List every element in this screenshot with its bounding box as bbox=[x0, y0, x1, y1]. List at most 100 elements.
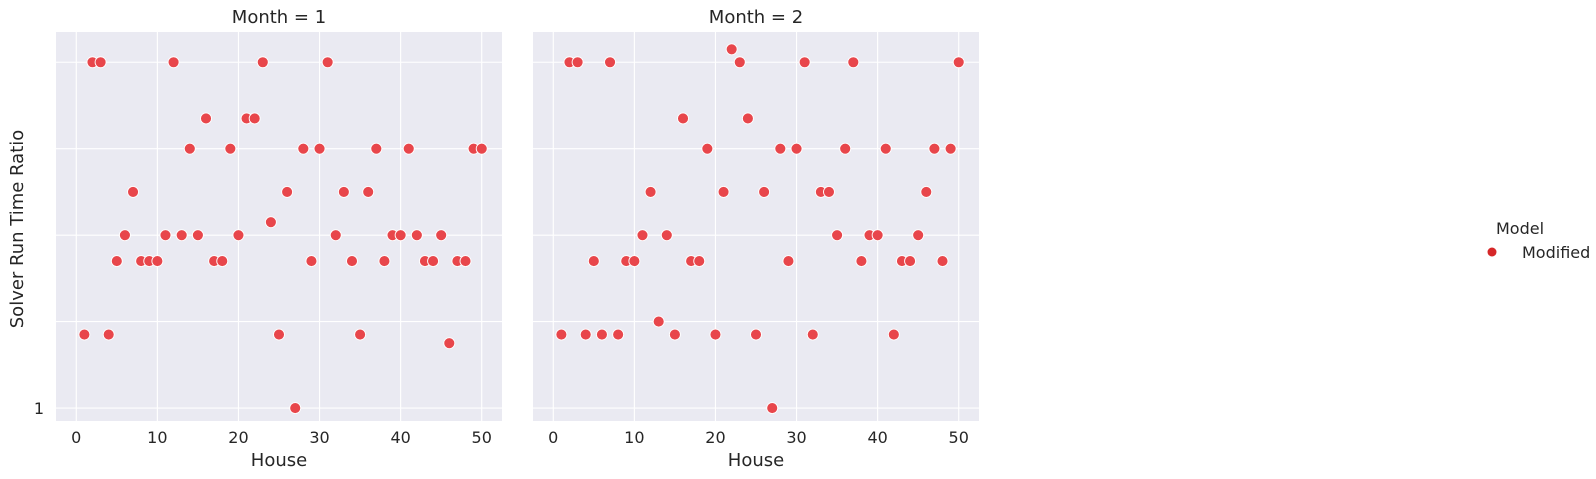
data-point bbox=[110, 255, 123, 268]
legend-marker bbox=[1487, 247, 1497, 257]
data-point bbox=[677, 112, 689, 125]
data-point bbox=[183, 142, 196, 155]
data-point bbox=[644, 185, 657, 198]
data-point bbox=[370, 142, 383, 155]
data-point bbox=[612, 328, 625, 341]
data-point bbox=[191, 229, 204, 242]
data-point bbox=[394, 229, 407, 242]
x-tick-label: 20 bbox=[228, 428, 248, 447]
data-point bbox=[725, 43, 738, 56]
data-point bbox=[693, 255, 706, 268]
data-point bbox=[847, 56, 860, 69]
data-point bbox=[402, 142, 415, 155]
data-point bbox=[175, 229, 188, 242]
data-point bbox=[798, 56, 811, 69]
data-point bbox=[256, 56, 269, 69]
data-point bbox=[78, 328, 91, 341]
x-axis-label: House bbox=[728, 450, 784, 471]
y-tick-labels: 1 bbox=[34, 399, 44, 418]
data-point bbox=[200, 112, 212, 125]
data-point bbox=[459, 255, 472, 268]
panel-title: Month = 2 bbox=[709, 7, 803, 28]
data-point bbox=[289, 402, 302, 414]
data-point bbox=[871, 229, 884, 242]
data-point bbox=[831, 229, 844, 242]
panel-title: Month = 1 bbox=[232, 7, 326, 28]
data-point bbox=[839, 142, 852, 155]
x-tick-label: 10 bbox=[147, 428, 167, 447]
data-point bbox=[337, 185, 350, 198]
data-point bbox=[475, 142, 488, 155]
data-point bbox=[920, 185, 933, 198]
x-tick-label: 30 bbox=[786, 428, 806, 447]
x-tick-label: 40 bbox=[390, 428, 410, 447]
data-point bbox=[717, 185, 730, 198]
legend-label: Modified bbox=[1522, 243, 1590, 262]
data-point bbox=[273, 328, 285, 341]
data-point bbox=[628, 255, 641, 268]
x-axis-label: House bbox=[251, 450, 307, 471]
data-point bbox=[928, 142, 941, 155]
legend: Model Modified bbox=[1487, 219, 1590, 262]
data-point bbox=[936, 255, 949, 268]
data-point bbox=[652, 315, 665, 328]
y-tick-label: 1 bbox=[34, 399, 44, 418]
data-point bbox=[604, 56, 616, 69]
panel-1: 0 10 20 30 40 50 1 Month = 1 House bbox=[34, 7, 502, 471]
data-point bbox=[636, 229, 649, 242]
data-point bbox=[766, 402, 779, 414]
data-point bbox=[378, 255, 391, 268]
data-point bbox=[806, 328, 819, 341]
x-tick-label: 40 bbox=[867, 428, 887, 447]
data-point bbox=[855, 255, 868, 268]
data-point bbox=[887, 328, 900, 341]
data-point bbox=[102, 328, 115, 341]
x-tick-label: 50 bbox=[472, 428, 492, 447]
legend-entries: Modified bbox=[1487, 243, 1590, 262]
plot-background bbox=[56, 32, 502, 421]
data-point bbox=[216, 255, 229, 268]
data-point bbox=[410, 229, 423, 242]
data-points bbox=[555, 43, 965, 414]
data-point bbox=[944, 142, 957, 155]
data-point bbox=[329, 229, 342, 242]
gridlines bbox=[533, 32, 979, 421]
data-point bbox=[879, 142, 892, 155]
data-point bbox=[362, 185, 375, 198]
data-point bbox=[118, 229, 131, 242]
data-point bbox=[427, 255, 440, 268]
data-point bbox=[952, 56, 965, 69]
data-points bbox=[78, 56, 488, 414]
data-point bbox=[701, 142, 714, 155]
data-point bbox=[167, 56, 180, 69]
data-point bbox=[587, 255, 600, 268]
data-point bbox=[733, 56, 746, 69]
x-tick-label: 50 bbox=[949, 428, 969, 447]
data-point bbox=[595, 328, 608, 341]
data-point bbox=[281, 185, 294, 198]
data-point bbox=[94, 56, 107, 69]
data-point bbox=[912, 229, 925, 242]
data-point bbox=[354, 328, 367, 341]
data-point bbox=[750, 328, 762, 341]
data-point bbox=[159, 229, 172, 242]
facet-panels: 0 10 20 30 40 50 1 Month = 1 House 0 10 20 30 40 50 Mon… bbox=[34, 7, 979, 471]
gridlines bbox=[56, 32, 502, 421]
plot-background bbox=[533, 32, 979, 421]
data-point bbox=[709, 328, 722, 341]
data-point bbox=[297, 142, 310, 155]
data-point bbox=[555, 328, 568, 341]
data-point bbox=[668, 328, 681, 341]
x-tick-labels: 0 10 20 30 40 50 bbox=[71, 428, 492, 447]
data-point bbox=[579, 328, 592, 341]
x-tick-label: 0 bbox=[548, 428, 558, 447]
legend-title: Model bbox=[1496, 219, 1544, 238]
data-point bbox=[823, 185, 835, 198]
data-point bbox=[741, 112, 754, 125]
data-point bbox=[790, 142, 803, 155]
data-point bbox=[151, 255, 164, 268]
data-point bbox=[248, 112, 261, 125]
x-tick-label: 10 bbox=[624, 428, 644, 447]
data-point bbox=[127, 185, 139, 198]
